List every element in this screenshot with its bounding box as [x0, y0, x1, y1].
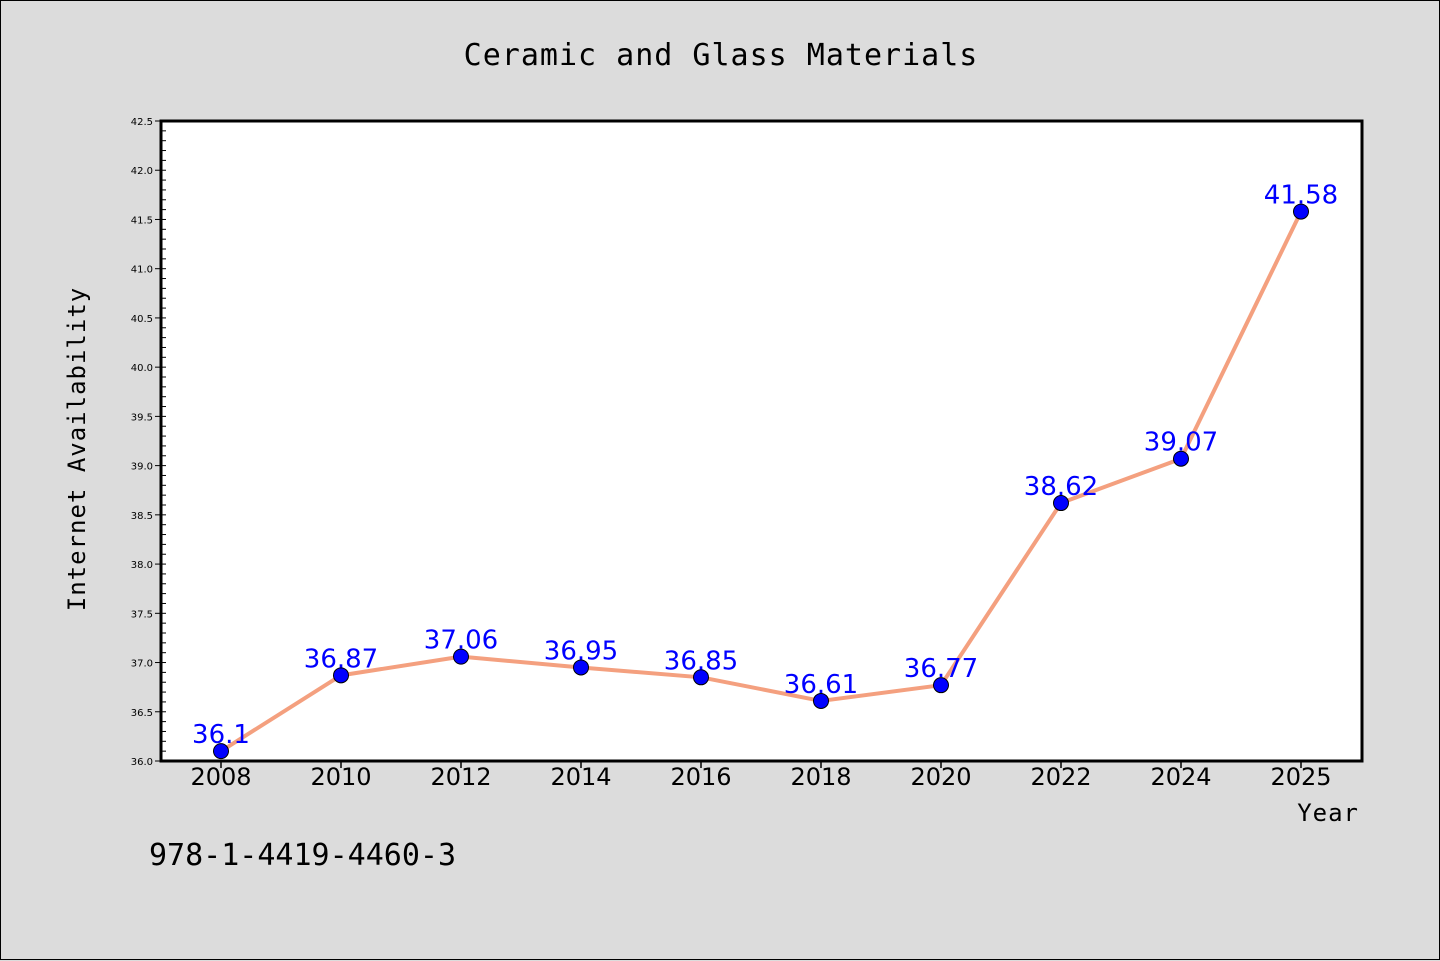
x-tick-label: 2010 — [310, 763, 371, 791]
data-label: 37.06 — [424, 626, 498, 656]
data-label: 38.62 — [1024, 472, 1098, 502]
y-tick-label: 40.0 — [131, 363, 153, 374]
y-tick-label: 39.0 — [131, 462, 153, 473]
x-tick-label: 2022 — [1030, 763, 1091, 791]
x-tick-label: 2024 — [1150, 763, 1211, 791]
data-point-marker — [573, 659, 589, 676]
data-label: 36.95 — [544, 636, 618, 666]
footnote-isbn: 978-1-4419-4460-3 — [149, 838, 456, 873]
y-tick-label: 37.0 — [131, 659, 153, 670]
data-label: 36.1 — [192, 720, 250, 750]
data-label: 39.07 — [1144, 428, 1218, 458]
y-tick-label: 40.5 — [131, 314, 153, 325]
x-axis-label: Year — [1297, 799, 1359, 827]
x-tick-label: 2018 — [790, 763, 851, 791]
x-tick-label: 2020 — [910, 763, 971, 791]
x-tick-label: 2016 — [670, 763, 731, 791]
y-tick-label: 38.0 — [131, 560, 153, 571]
y-tick-label: 38.5 — [131, 511, 153, 522]
y-tick-label: 41.5 — [131, 215, 153, 226]
x-tick-label: 2012 — [430, 763, 491, 791]
series-line-group — [219, 210, 1303, 753]
data-point-marker — [1173, 450, 1189, 467]
y-tick-label: 37.5 — [131, 609, 153, 620]
data-label: 41.58 — [1264, 181, 1338, 211]
series-line — [219, 210, 1303, 753]
x-axis: 2008 2010 2012 2014 2016 2018 2020 2022 2024 2025 — [190, 761, 1332, 791]
data-label: 36.61 — [784, 670, 858, 700]
x-tick-label: 2008 — [190, 763, 251, 791]
data-point-marker — [933, 677, 949, 694]
x-tick-label: 2014 — [550, 763, 611, 791]
data-label: 36.85 — [664, 646, 738, 676]
x-tick-label: 2025 — [1270, 763, 1331, 791]
y-tick-label: 42.0 — [131, 166, 153, 177]
data-point-marker — [813, 692, 829, 709]
data-point-marker — [1053, 495, 1069, 512]
y-axis: 36.0 36.5 37.0 37.5 38.0 38.5 39.0 39.5 40.0 40.5… — [131, 117, 166, 768]
data-labels-group: 36.1 36.87 37.06 36.95 36.85 36.61 36.77 38.62 3… — [192, 181, 1338, 751]
y-tick-label: 36.0 — [131, 757, 153, 768]
data-point-marker — [1293, 203, 1309, 220]
data-label: 36.87 — [304, 644, 378, 674]
chart-title: Ceramic and Glass Materials — [464, 38, 979, 73]
y-tick-label: 39.5 — [131, 412, 153, 423]
data-label: 36.77 — [904, 654, 978, 684]
markers-group — [213, 203, 1309, 760]
y-axis-label: Internet Availability — [63, 287, 91, 611]
plot-area — [159, 119, 1364, 763]
y-tick-label: 42.5 — [131, 117, 153, 128]
y-tick-label: 36.5 — [131, 708, 153, 719]
data-point-marker — [453, 648, 469, 665]
data-point-marker — [213, 743, 229, 760]
data-point-marker — [333, 667, 349, 684]
y-tick-label: 41.0 — [131, 265, 153, 276]
data-point-marker — [693, 669, 709, 686]
